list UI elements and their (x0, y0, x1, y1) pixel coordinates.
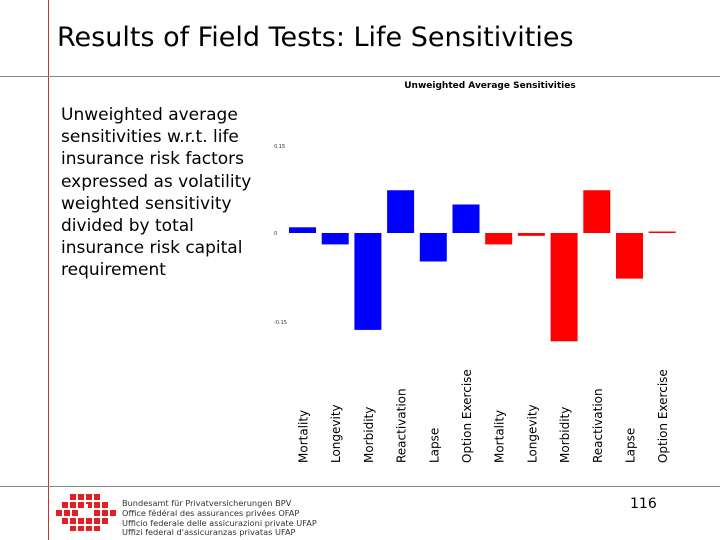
x-tick-label: Option Exercise (460, 369, 474, 463)
bar-lapse-red (616, 233, 643, 279)
title-divider (0, 76, 720, 77)
y-tick-label: 0.15 (274, 144, 285, 150)
y-tick-label: 0 (274, 231, 277, 237)
x-tick-label: Lapse (624, 428, 638, 463)
bar-morbidity-blue (354, 233, 382, 330)
bar-reactivation-red (583, 190, 611, 233)
chart-title: Unweighted Average Sensitivities (404, 81, 575, 91)
footer-divider (0, 486, 720, 487)
x-tick-label: Option Exercise (656, 369, 670, 463)
x-tick-label: Morbidity (362, 407, 376, 463)
bar-option-exercise-blue (452, 204, 480, 233)
agency-name-fr: Office fédéral des assurances privées OF… (122, 507, 300, 518)
y-tick-label: -0.15 (274, 320, 287, 326)
x-tick-label: Longevity (329, 404, 343, 463)
bpv-logo-icon (56, 494, 116, 531)
slide-description: Unweighted average sensitivities w.r.t. … (61, 105, 252, 281)
agency-name-it: Ufficio federale delle assicurazioni pri… (122, 517, 317, 528)
bar-mortality-blue (289, 227, 316, 233)
x-tick-label: Reactivation (591, 388, 605, 463)
bar-mortality-red (485, 233, 513, 245)
agency-name-de: Bundesamt für Privatversicherungen BPV (122, 498, 292, 508)
sensitivity-chart: Unweighted Average Sensitivities 0.15 0 -0… (274, 81, 676, 463)
bar-lapse-blue (419, 233, 447, 262)
bar-option-exercise-red (648, 231, 676, 233)
x-tick-label: Morbidity (558, 407, 572, 463)
agency-names: Bundesamt für Privatversicherungen BPV O… (122, 498, 317, 538)
page-number: 116 (630, 496, 657, 512)
slide-vertical-rule (48, 0, 49, 540)
bar-longevity-blue (321, 233, 349, 245)
x-tick-label: Longevity (525, 404, 539, 463)
agency-name-rm: Uffizi federal d'assicuranzas privatas U… (122, 527, 296, 538)
bar-morbidity-red (550, 233, 578, 342)
x-tick-label: Mortality (493, 410, 507, 463)
x-tick-label: Lapse (427, 428, 441, 463)
x-tick-label: Reactivation (395, 388, 409, 463)
x-tick-label: Mortality (297, 410, 311, 463)
bar-reactivation-blue (387, 190, 415, 233)
slide-title: Results of Field Tests: Life Sensitiviti… (57, 22, 574, 53)
bar-longevity-red (517, 233, 545, 236)
